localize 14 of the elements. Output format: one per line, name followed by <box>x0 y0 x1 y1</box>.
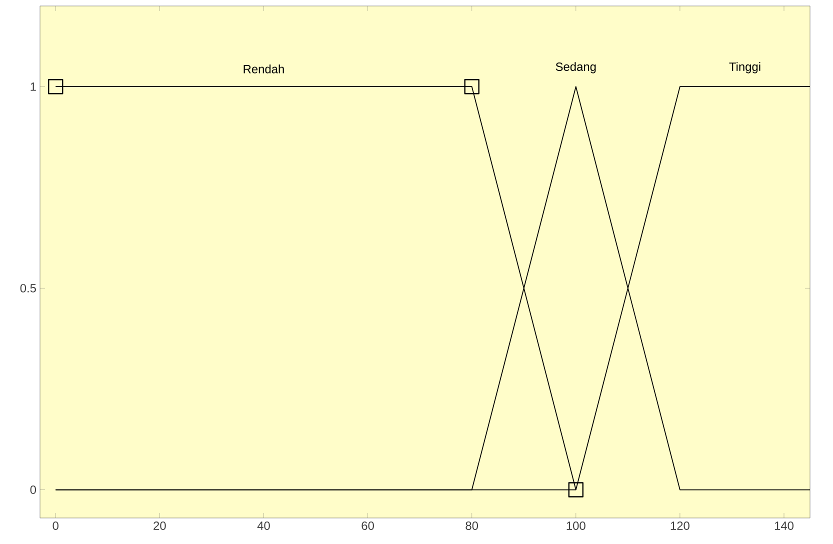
x-tick-label: 20 <box>154 522 166 530</box>
y-tick-label: 0 <box>30 486 36 494</box>
x-tick-label: 120 <box>670 522 690 530</box>
series-label: Tinggi <box>729 62 760 74</box>
y-tick-label: 0.5 <box>20 284 36 292</box>
series-label: Rendah <box>244 64 284 74</box>
x-tick-label: 140 <box>774 522 794 530</box>
x-tick-label: 80 <box>466 522 478 530</box>
x-tick-label: 0 <box>52 522 58 530</box>
y-tick-label: 1 <box>30 82 36 91</box>
x-tick-label: 100 <box>566 522 586 530</box>
series-label: Sedang <box>556 62 596 74</box>
x-tick-label: 40 <box>257 522 270 530</box>
x-tick-label: 60 <box>362 522 374 530</box>
